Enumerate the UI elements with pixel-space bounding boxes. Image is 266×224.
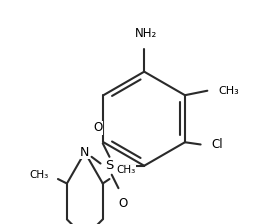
Text: CH₃: CH₃ bbox=[116, 165, 135, 175]
Text: O: O bbox=[118, 197, 127, 210]
Text: NH₂: NH₂ bbox=[135, 27, 157, 40]
Text: S: S bbox=[105, 159, 114, 172]
Text: N: N bbox=[80, 146, 90, 159]
Text: CH₃: CH₃ bbox=[30, 170, 49, 180]
Text: Cl: Cl bbox=[212, 138, 223, 151]
Text: CH₃: CH₃ bbox=[219, 86, 239, 96]
Text: O: O bbox=[94, 121, 103, 134]
